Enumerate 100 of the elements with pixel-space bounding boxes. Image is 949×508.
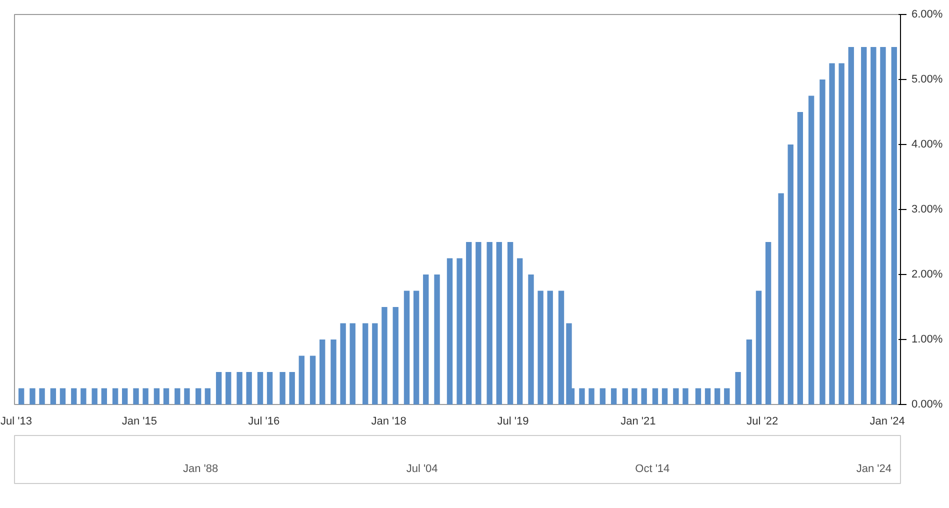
bar — [280, 372, 286, 404]
bar — [673, 388, 679, 404]
bar — [163, 388, 170, 404]
bar — [456, 258, 462, 404]
text: Jan '24 — [856, 463, 892, 476]
bar — [60, 388, 66, 404]
bar — [746, 340, 752, 404]
bar — [547, 290, 553, 404]
bar — [92, 388, 98, 404]
bar — [142, 388, 148, 404]
x-tick-label: Jul '13 — [0, 416, 32, 428]
bar — [797, 112, 804, 404]
bar — [340, 323, 346, 404]
bar — [101, 388, 107, 404]
y-tick-label: 3.00% — [912, 204, 943, 216]
bar — [446, 258, 453, 404]
bar — [622, 388, 628, 404]
bar — [838, 63, 844, 404]
y-tick-label: 1.00% — [912, 334, 943, 346]
bar — [174, 388, 180, 404]
bar — [266, 372, 273, 404]
bar — [756, 290, 762, 404]
bar — [362, 323, 368, 404]
y-tick-label: 6.00% — [912, 8, 943, 20]
bar — [735, 372, 741, 404]
bar — [413, 290, 420, 404]
bar — [588, 388, 594, 404]
bar — [310, 356, 316, 404]
bar — [392, 307, 398, 404]
bar — [641, 388, 647, 404]
bar — [320, 340, 326, 404]
x-tick-label: Jan '24 — [870, 416, 905, 428]
bar — [682, 388, 688, 404]
bar — [196, 388, 202, 404]
bar — [600, 388, 606, 404]
x-tick-label: Jan '15 — [122, 416, 157, 428]
bar — [870, 47, 876, 404]
bar — [423, 274, 429, 404]
bar — [154, 388, 160, 404]
bar — [382, 307, 388, 404]
bar — [204, 388, 211, 404]
bar — [372, 323, 378, 404]
x-tick-label: Jul '22 — [746, 416, 778, 428]
bar — [184, 388, 190, 404]
bar — [829, 63, 835, 404]
bar — [486, 242, 492, 404]
y-tick-label: 4.00% — [912, 138, 943, 150]
bar — [350, 323, 356, 404]
x-tick-label: Jul '16 — [248, 416, 280, 428]
bar — [236, 372, 242, 404]
bar — [861, 47, 867, 404]
bar — [289, 372, 295, 404]
bar — [226, 372, 232, 404]
x-tick-label: Jan '21 — [620, 416, 656, 428]
bar — [246, 372, 252, 404]
bar — [652, 388, 658, 404]
text: Oct '14 — [635, 463, 670, 476]
bar — [538, 290, 544, 404]
bar — [507, 242, 514, 404]
bar — [579, 388, 585, 404]
bar — [820, 80, 826, 404]
bar — [330, 340, 336, 404]
bar — [133, 388, 139, 404]
bar — [788, 144, 794, 404]
bar — [610, 388, 617, 404]
bar — [122, 388, 128, 404]
bar — [496, 242, 502, 404]
bar — [724, 388, 730, 404]
bar — [112, 388, 118, 404]
bar — [50, 388, 56, 404]
bar — [662, 388, 668, 404]
text: Jul '04 — [406, 463, 438, 476]
bar — [848, 47, 854, 404]
bar — [704, 388, 711, 404]
bar — [476, 242, 482, 404]
bar — [466, 242, 472, 404]
bar — [71, 388, 77, 404]
bar — [880, 47, 886, 404]
bar — [298, 356, 304, 404]
bar — [714, 388, 720, 404]
bar — [18, 388, 24, 404]
bar — [257, 372, 264, 404]
bar — [528, 274, 534, 404]
bar — [765, 242, 772, 404]
y-tick-label: 5.00% — [912, 74, 943, 86]
bar — [517, 258, 523, 404]
x-tick-label: Jan '18 — [371, 416, 406, 428]
bar — [30, 388, 36, 404]
bar — [778, 193, 784, 404]
y-tick-label: 0.00% — [912, 398, 943, 410]
bar — [434, 274, 440, 404]
bar — [695, 388, 702, 404]
bar — [80, 388, 86, 404]
bar — [566, 323, 572, 404]
bar — [39, 388, 45, 404]
bar — [808, 96, 814, 404]
bar — [632, 388, 638, 404]
y-tick-label: 2.00% — [912, 268, 943, 280]
text: Jan '88 — [182, 463, 218, 476]
bar — [216, 372, 222, 404]
